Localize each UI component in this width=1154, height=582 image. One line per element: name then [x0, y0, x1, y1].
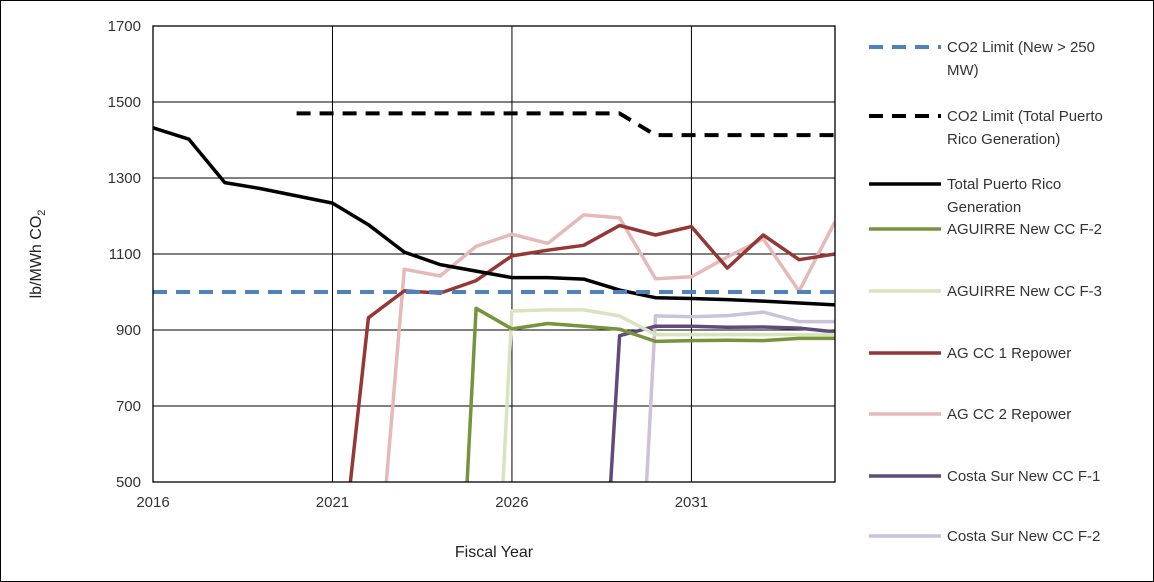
- y-tick-label: 1700: [108, 18, 141, 35]
- x-axis-title: Fiscal Year: [455, 544, 534, 561]
- x-axis-tick-labels: 2016 2021 2026 2031: [136, 494, 708, 511]
- series-line-3: [465, 306, 835, 482]
- series-line-2: [153, 126, 835, 307]
- x-tick-label: 2031: [675, 494, 708, 511]
- series-line-1: [296, 111, 835, 138]
- y-tick-label: 700: [116, 398, 141, 415]
- legend-label: Costa Sur New CC F-1: [947, 468, 1100, 485]
- series-line-8: [644, 310, 835, 482]
- legend-label: AG CC 1 Repower: [947, 345, 1071, 362]
- legend-label: AGUIRRE New CC F-2: [947, 221, 1102, 238]
- x-tick-label: 2016: [136, 494, 169, 511]
- legend-label: AG CC 2 Repower: [947, 406, 1071, 423]
- y-tick-label: 900: [116, 322, 141, 339]
- y-tick-label: 1500: [108, 94, 141, 111]
- legend-label: MW): [947, 62, 979, 79]
- series-line-5: [348, 223, 835, 482]
- legend-label: CO2 Limit (New > 250: [947, 39, 1095, 56]
- legend-label: Rico Generation): [947, 131, 1060, 148]
- y-axis-tick-labels: 500 700 900 1100 1300 1500 1700: [108, 18, 141, 491]
- y-axis-title-main: lb/MWh CO: [28, 216, 45, 299]
- series-line-6: [384, 213, 835, 482]
- y-axis-title: lb/MWh CO2: [28, 210, 48, 299]
- series-line-7: [608, 324, 835, 482]
- y-axis-title-subscript: 2: [36, 210, 48, 216]
- legend-label: AGUIRRE New CC F-3: [947, 283, 1102, 300]
- legend-label: Total Puerto Rico: [947, 176, 1061, 193]
- x-tick-label: 2021: [316, 494, 349, 511]
- legend-label: Costa Sur New CC F-2: [947, 528, 1100, 545]
- y-tick-label: 1100: [109, 246, 141, 263]
- legend-label: CO2 Limit (Total Puerto: [947, 108, 1103, 125]
- legend-label: Generation: [947, 199, 1021, 216]
- y-tick-label: 1300: [108, 170, 141, 187]
- x-tick-label: 2026: [495, 494, 528, 511]
- y-tick-label: 500: [116, 474, 141, 491]
- legend: CO2 Limit (New > 250 MW) CO2 Limit (Total …: [869, 39, 1103, 545]
- series-lines: [153, 111, 835, 482]
- series-line-4: [501, 308, 835, 482]
- plot-area-frame: [152, 25, 836, 483]
